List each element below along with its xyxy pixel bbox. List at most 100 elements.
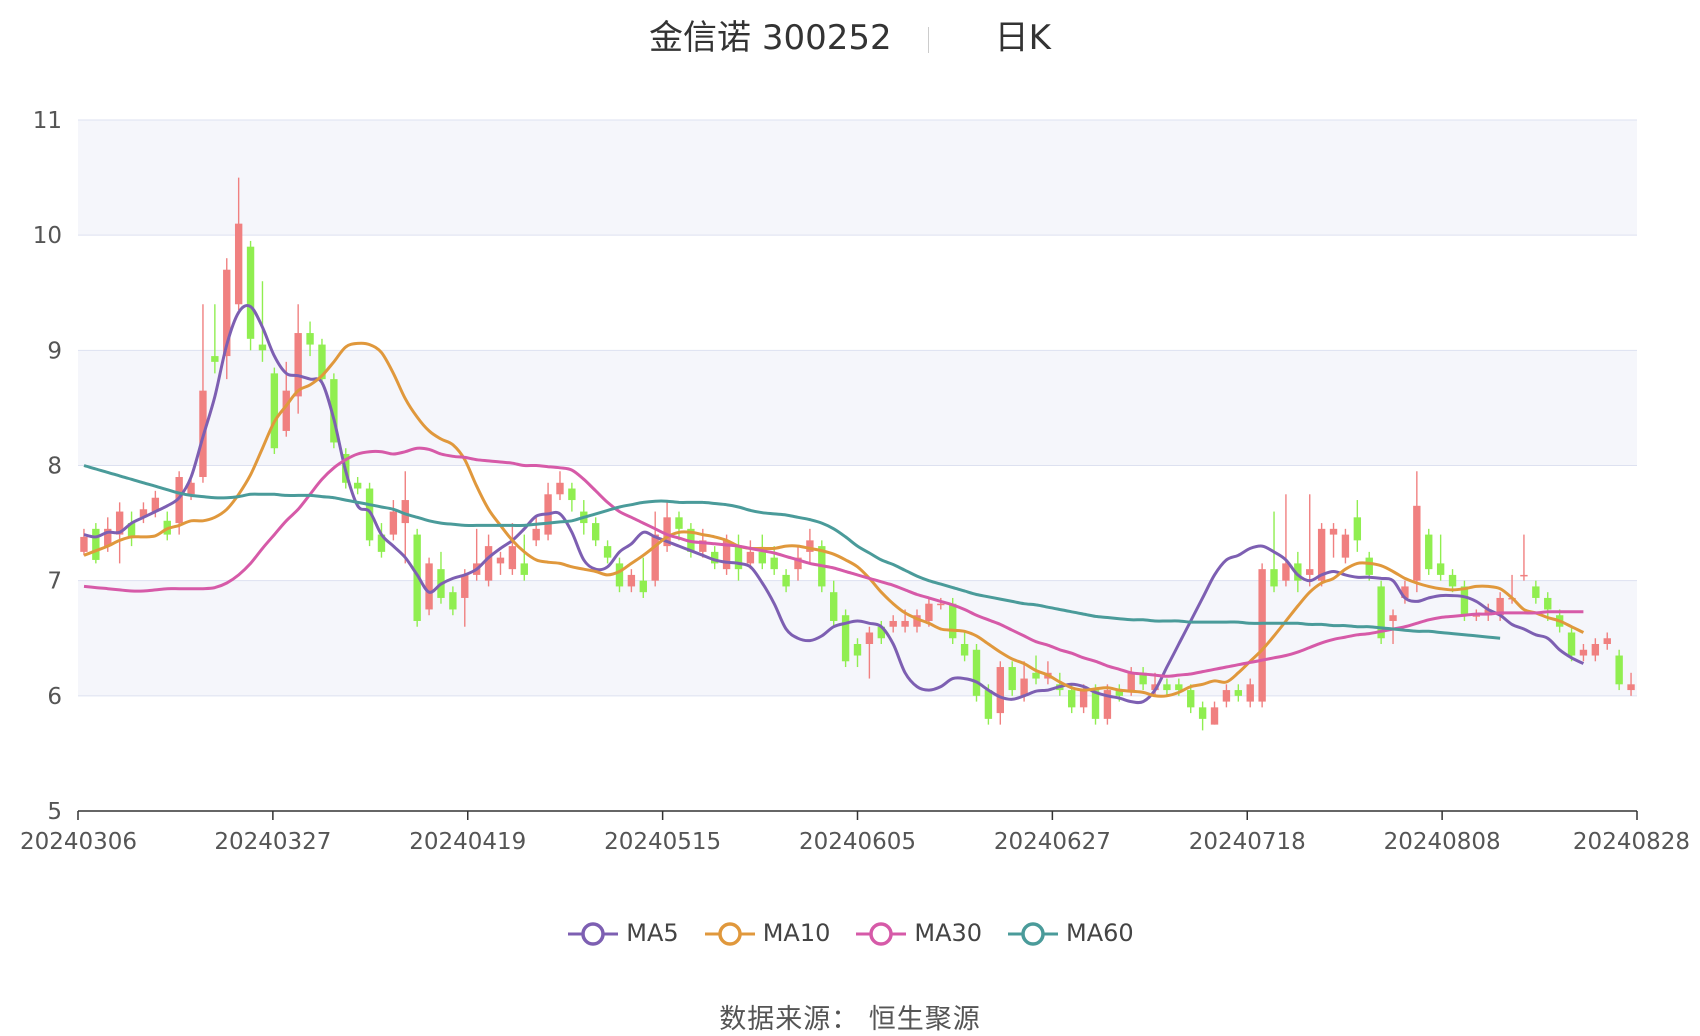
chart-title: 金信诺 300252 日K — [0, 10, 1700, 59]
y-tick-label: 9 — [47, 338, 62, 364]
background-band — [78, 235, 1637, 351]
candle-body — [699, 540, 707, 552]
legend-item-ma60[interactable]: MA60 — [1006, 919, 1134, 948]
candle-body — [1567, 632, 1576, 656]
data-source: 数据来源： 恒生聚源 — [719, 1004, 981, 1035]
candle-body — [80, 536, 88, 552]
background-band — [78, 695, 1637, 811]
candle-body — [746, 551, 755, 564]
candle-body — [1353, 517, 1362, 541]
legend-item-ma10[interactable]: MA10 — [703, 918, 831, 948]
legend-marker-circle — [869, 921, 894, 946]
x-tick-label: 20240828 — [1573, 829, 1690, 855]
legend-label: MA10 — [762, 918, 831, 947]
legend-label: MA5 — [626, 918, 679, 947]
x-tick-label: 20240718 — [1189, 829, 1306, 855]
candle-body — [1460, 586, 1469, 616]
chart-title-period: 日K — [994, 18, 1051, 58]
candle-body — [1115, 690, 1124, 696]
legend-item-ma5[interactable]: MA5 — [566, 918, 679, 948]
candle-body — [1127, 672, 1135, 691]
candle-body — [496, 557, 505, 564]
candle-body — [1579, 649, 1588, 656]
candle-body — [960, 644, 969, 656]
candle-body — [211, 356, 219, 362]
candle-body — [1175, 684, 1183, 691]
candle-body — [639, 580, 647, 593]
candle-body — [603, 546, 612, 558]
x-tick-label: 20240327 — [214, 829, 331, 855]
candle-body — [115, 511, 124, 535]
candle-body — [353, 482, 362, 489]
x-tick-label: 20240627 — [994, 829, 1111, 855]
candle-body — [1484, 609, 1492, 616]
candle-body — [1246, 684, 1254, 702]
candle-body — [1187, 690, 1195, 708]
candle-body — [1258, 569, 1266, 702]
x-tick-label: 20240808 — [1384, 829, 1501, 855]
legend-marker-icon — [704, 921, 755, 946]
candle-body — [1103, 690, 1112, 719]
candle-body — [996, 667, 1004, 714]
ma-line-ma5 — [83, 304, 1585, 705]
candle-body — [1472, 615, 1481, 617]
candle-body — [853, 644, 862, 656]
background-band — [78, 465, 1637, 581]
candle-body — [1234, 690, 1243, 696]
candle-body — [151, 497, 160, 512]
candle-body — [1544, 597, 1552, 610]
candle-body — [675, 517, 683, 529]
candle-body — [532, 528, 540, 541]
candle-body — [1532, 586, 1540, 598]
candle-body — [1425, 534, 1433, 570]
candle-body — [1151, 684, 1159, 691]
candle-body — [425, 563, 433, 610]
candle-body — [187, 482, 195, 495]
legend-label: MA30 — [914, 918, 983, 947]
candle-body — [1389, 615, 1397, 621]
candle-body — [306, 333, 314, 345]
candle-body — [139, 509, 148, 518]
candle-body — [389, 511, 398, 535]
candle-body — [1210, 707, 1219, 725]
ma-line-ma10 — [83, 341, 1585, 698]
candle-body — [1032, 672, 1040, 679]
candle-body — [615, 563, 624, 587]
title-separator — [927, 26, 929, 53]
candle-body — [484, 546, 493, 581]
candle-body — [937, 603, 945, 606]
candle-body — [1163, 684, 1171, 691]
candle-body — [1139, 672, 1147, 685]
legend-marker-circle — [1021, 921, 1045, 946]
candle-body — [889, 620, 897, 627]
candle-body — [1222, 690, 1231, 702]
candle-body — [972, 649, 981, 696]
candle-body — [1448, 574, 1457, 587]
candle-body — [246, 246, 255, 339]
legend: MA5 MA10 MA30 MA60 — [0, 918, 1700, 948]
candle-body — [127, 523, 136, 537]
candle-body — [1615, 655, 1623, 685]
y-tick-label: 8 — [47, 454, 62, 480]
candle-body — [949, 603, 957, 639]
candle-body — [1079, 690, 1088, 708]
legend-item-ma30[interactable]: MA30 — [854, 919, 982, 948]
candle-body — [223, 269, 231, 357]
y-tick-label: 5 — [47, 799, 62, 825]
background-bands — [78, 120, 1637, 811]
ma-line-ma30 — [83, 446, 1584, 678]
candle-body — [1306, 569, 1314, 575]
ma-line-ma60 — [83, 464, 1501, 640]
candle-body — [1270, 569, 1278, 587]
candle-body — [1413, 505, 1421, 581]
candle-body — [1603, 638, 1611, 645]
candle-body — [401, 500, 409, 524]
candle-body — [782, 574, 790, 587]
candle-body — [877, 626, 885, 639]
candle-body — [806, 540, 814, 552]
candle-body — [913, 615, 921, 627]
background-band — [78, 120, 1637, 236]
candle-body — [901, 620, 909, 627]
candle-body — [1436, 563, 1445, 575]
